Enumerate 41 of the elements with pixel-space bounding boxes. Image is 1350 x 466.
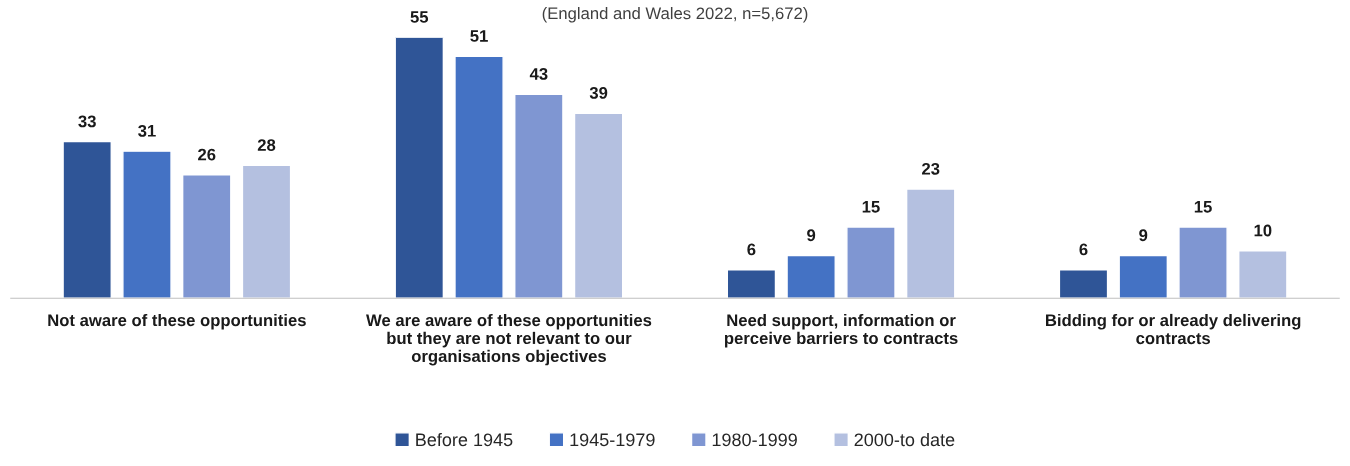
legend-label: 2000-to date xyxy=(854,432,955,447)
data-label: 51 xyxy=(470,30,488,42)
chart-subtitle: (England and Wales 2022, n=5,672) xyxy=(542,6,808,23)
data-label: 9 xyxy=(807,229,816,242)
bar xyxy=(122,150,172,299)
data-label: 6 xyxy=(747,243,756,256)
bar xyxy=(1238,250,1288,299)
bar xyxy=(846,226,896,299)
x-tick-label: Need support, information or perceive barriers to contracts xyxy=(724,313,958,348)
bar xyxy=(514,93,564,299)
data-label: 6 xyxy=(1079,243,1088,256)
data-label: 39 xyxy=(589,86,608,99)
data-label: 33 xyxy=(78,115,96,128)
bar xyxy=(1178,226,1228,299)
data-label: 15 xyxy=(1194,201,1212,213)
data-label: 9 xyxy=(1139,229,1148,242)
bar xyxy=(454,55,504,299)
data-label: 55 xyxy=(410,11,429,23)
x-tick-label: Not aware of these opportunities xyxy=(48,313,306,330)
legend-label: Before 1945 xyxy=(416,432,513,447)
bar xyxy=(573,112,624,299)
data-label: 28 xyxy=(257,139,276,151)
x-tick-label: We are aware of these opportunities but they are not relevant to our organisations objectives xyxy=(366,313,652,366)
data-label: 15 xyxy=(862,201,880,213)
bar xyxy=(786,254,836,299)
bar xyxy=(1058,269,1109,299)
bar xyxy=(1118,254,1169,299)
bar xyxy=(241,164,292,299)
bar xyxy=(62,140,112,299)
data-label: 26 xyxy=(198,148,216,161)
data-label: 31 xyxy=(138,124,156,137)
data-label: 23 xyxy=(922,162,940,175)
legend-label: 1945-1979 xyxy=(570,433,655,447)
legend-label: 1980-1999 xyxy=(712,433,797,447)
bar xyxy=(905,188,956,299)
bar xyxy=(726,269,777,299)
bar xyxy=(181,174,232,299)
data-label: 43 xyxy=(529,68,548,80)
bar xyxy=(394,37,445,299)
x-tick-label: Bidding for or already delivering contracts xyxy=(1046,313,1301,345)
data-label: 10 xyxy=(1254,224,1272,237)
